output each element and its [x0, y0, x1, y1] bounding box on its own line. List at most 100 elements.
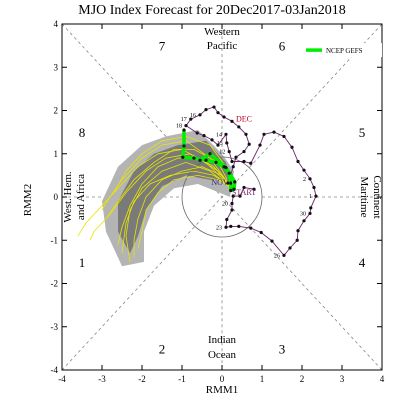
region-label-right-line2: Continent: [371, 175, 383, 218]
y-tick-label: 4: [54, 19, 59, 29]
observed-point: [296, 229, 300, 233]
observed-day-label: 20: [222, 201, 228, 207]
observed-point: [230, 201, 234, 206]
x-axis-label: RMM1: [206, 384, 238, 396]
observed-point: [249, 226, 253, 230]
observed-point: [237, 125, 241, 129]
observed-point: [195, 131, 199, 135]
ensemble-member-line-9: [125, 161, 233, 262]
region-label-right-line1: Maritime: [358, 177, 370, 218]
observed-point: [216, 111, 220, 115]
observed-point: [230, 208, 234, 212]
ensemble-mean-point: [208, 152, 212, 156]
observed-point: [226, 181, 230, 185]
y-tick-label: -4: [51, 365, 59, 375]
ensemble-mean-point: [227, 171, 231, 175]
observed-point: [225, 141, 229, 145]
observed-point: [198, 113, 202, 117]
observed-day-label: 16: [190, 113, 196, 119]
observed-point: [270, 239, 274, 243]
observed-point: [314, 194, 318, 198]
observed-point: [230, 119, 234, 123]
x-tick-label: -1: [178, 374, 186, 384]
observed-point: [258, 143, 262, 147]
observed-day-label: 13: [217, 141, 223, 147]
ensemble-mean-point: [214, 160, 218, 164]
observed-point: [230, 159, 234, 164]
x-tick-label: -2: [138, 374, 146, 384]
observed-point: [231, 194, 235, 198]
observed-day-label: 12: [219, 150, 225, 156]
observed-point: [227, 149, 231, 154]
region-label-left-line1: West. Hem.: [62, 171, 74, 223]
observed-day-label: 18: [176, 124, 182, 130]
phase-label-7: 7: [159, 39, 166, 54]
legend-box: [302, 43, 382, 58]
region-label-bottom-line1: Indian: [208, 334, 237, 346]
y-tick-label: -2: [51, 279, 59, 289]
observed-point: [282, 134, 286, 139]
legend-label-ncep-gefs: NCEP GEFS: [326, 47, 363, 55]
observed-point: [212, 105, 216, 109]
ensemble-member-line-3: [133, 166, 233, 258]
phase-divider-diagonal-2: [61, 23, 383, 371]
observed-point: [295, 238, 299, 242]
observed-point: [204, 108, 208, 112]
region-label-top-line1: Western: [204, 26, 240, 38]
observed-point: [249, 161, 253, 165]
y-tick-label: -1: [51, 235, 59, 245]
observed-point: [290, 145, 294, 149]
observed-day-label: 26: [274, 253, 280, 259]
observed-day-label: 23: [216, 225, 222, 231]
observed-point: [288, 246, 292, 250]
ensemble-mean-point: [224, 165, 228, 170]
phase-label-1: 1: [79, 255, 86, 270]
month-label-dec: DEC: [236, 114, 252, 123]
y-tick-label: 3: [54, 62, 59, 72]
observed-point: [302, 168, 306, 172]
ensemble-mean-point: [182, 144, 186, 148]
observed-point: [242, 185, 246, 190]
observed-point: [242, 149, 246, 154]
x-tick-label: 0: [220, 374, 225, 384]
phase-label-8: 8: [79, 125, 86, 140]
observed-point: [229, 224, 233, 229]
observed-point: [309, 206, 313, 210]
observed-day-label: 30: [300, 211, 306, 217]
observed-point: [202, 133, 206, 138]
observed-point: [237, 224, 241, 229]
observed-point: [184, 124, 188, 128]
chart-title: MJO Index Forecast for 20Dec2017-03Jan20…: [78, 3, 346, 18]
x-tick-label: 3: [340, 374, 345, 384]
amplitude-unit-circle: [181, 156, 263, 238]
ensemble-mean-point: [181, 155, 185, 159]
observed-point: [262, 132, 266, 136]
observed-day-label: 17: [181, 117, 187, 123]
y-axis-label: RMM2: [22, 184, 34, 216]
ensemble-mean-point: [233, 180, 237, 184]
x-tick-label: -3: [98, 374, 106, 384]
phase-label-3: 3: [279, 341, 286, 356]
x-tick-label: -4: [58, 374, 66, 384]
phase-label-2: 2: [159, 341, 166, 356]
x-tick-label: 1: [260, 374, 265, 384]
x-tick-label: 4: [380, 374, 385, 384]
observed-point: [282, 253, 286, 257]
observed-point: [224, 225, 228, 229]
month-label-nov: NOV: [211, 178, 229, 187]
ensemble-member-line-5: [137, 174, 233, 249]
observed-point: [296, 159, 300, 164]
observed-point: [234, 155, 238, 159]
ensemble-mean-point: [229, 188, 233, 193]
ensemble-mean-point: [192, 156, 196, 160]
observed-point: [225, 217, 229, 222]
observed-point: [231, 165, 235, 169]
observed-day-label: 2: [303, 177, 306, 183]
observed-point: [312, 185, 316, 190]
observed-point: [224, 132, 228, 136]
ensemble-mean-point: [232, 187, 236, 191]
region-label-top-line2: Pacific: [207, 40, 238, 52]
